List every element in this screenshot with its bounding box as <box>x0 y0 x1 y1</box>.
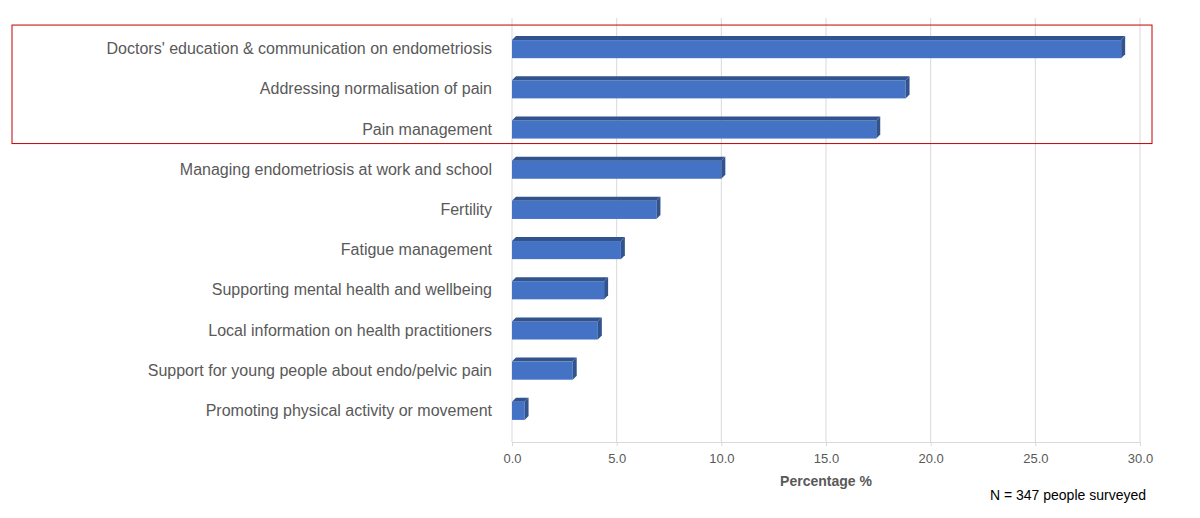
grid-line <box>1140 18 1141 442</box>
tick: 15.0 <box>814 442 839 466</box>
chart: 0.0 5.0 10.0 15.0 20.0 25.0 30.0 Doctors' educa… <box>0 0 1200 518</box>
tick: 30.0 <box>1128 442 1153 466</box>
category-label: Doctors' education & communication on en… <box>107 40 492 57</box>
category-tick: Support for young people about endo/pelv… <box>148 362 512 379</box>
annotation: N = 347 people surveyed <box>990 487 1146 503</box>
category-label: Fertility <box>440 201 492 218</box>
bar-side-face <box>573 358 577 380</box>
grid-line <box>930 18 931 442</box>
bar-top-face <box>512 76 910 80</box>
bar-side-face <box>525 398 529 420</box>
tick-mark <box>826 442 827 446</box>
grid-line <box>1035 18 1036 442</box>
highlight-box <box>12 25 1152 144</box>
bar-top-face <box>512 277 608 281</box>
tick-label: 30.0 <box>1128 451 1153 466</box>
bar-side-face <box>876 116 880 138</box>
bar-top-face <box>512 116 880 120</box>
category-label: Support for young people about endo/pelv… <box>148 362 492 379</box>
category-tick: Local information on health practitioner… <box>208 322 512 339</box>
category-label: Pain management <box>362 121 492 138</box>
tick: 5.0 <box>608 442 626 466</box>
axis-line <box>513 443 1141 447</box>
x-axis-title: Percentage % <box>780 473 872 489</box>
bar-top-face <box>512 157 725 161</box>
tick-label: 15.0 <box>814 451 839 466</box>
tick-mark <box>1140 442 1141 446</box>
bar <box>512 362 573 380</box>
bar-top-face <box>512 197 660 201</box>
bar-side-face <box>906 76 910 98</box>
x-axis: 0.0 5.0 10.0 15.0 20.0 25.0 30.0 <box>503 442 1153 466</box>
tick-mark <box>721 442 722 446</box>
bar-top-face <box>512 36 1125 40</box>
category-tick: Fertility <box>440 201 512 218</box>
bar-top-face <box>512 237 625 241</box>
tick-label: 0.0 <box>503 451 521 466</box>
tick-mark <box>617 442 618 446</box>
bars <box>512 36 1125 420</box>
bar <box>512 281 604 299</box>
bar <box>512 201 656 219</box>
category-tick: Promoting physical activity or movement <box>206 402 512 419</box>
bar <box>512 241 621 259</box>
bar-top-face <box>512 317 602 321</box>
bar <box>512 40 1121 58</box>
tick-mark <box>512 442 513 446</box>
tick-label: 25.0 <box>1023 451 1048 466</box>
category-label: Supporting mental health and wellbeing <box>212 281 492 298</box>
category-tick: Pain management <box>362 121 512 138</box>
category-label: Promoting physical activity or movement <box>206 402 493 419</box>
y-axis: Doctors' education & communication on en… <box>107 40 512 419</box>
tick-mark <box>931 442 932 446</box>
bar-side-face <box>621 237 625 259</box>
bar <box>512 161 721 179</box>
tick-label: 5.0 <box>608 451 626 466</box>
category-label: Local information on health practitioner… <box>208 322 492 339</box>
tick-label: 20.0 <box>919 451 944 466</box>
tick: 10.0 <box>709 442 734 466</box>
category-tick: Managing endometriosis at work and schoo… <box>180 161 512 178</box>
bar <box>512 321 598 339</box>
bar <box>512 402 525 420</box>
bar-top-face <box>512 358 577 362</box>
bar-side-face <box>598 317 602 339</box>
bar-side-face <box>1121 36 1125 58</box>
tick: 25.0 <box>1023 442 1048 466</box>
grid <box>512 18 1140 442</box>
bar-side-face <box>604 277 608 299</box>
category-label: Managing endometriosis at work and schoo… <box>180 161 492 178</box>
bar <box>512 120 876 138</box>
tick-label: 10.0 <box>709 451 734 466</box>
tick-mark <box>1035 442 1036 446</box>
tick: 20.0 <box>919 442 944 466</box>
bar-side-face <box>721 157 725 179</box>
tick: 0.0 <box>503 442 521 466</box>
category-tick: Doctors' education & communication on en… <box>107 40 512 57</box>
bar-side-face <box>656 197 660 219</box>
category-tick: Fatigue management <box>341 241 512 258</box>
category-label: Fatigue management <box>341 241 493 258</box>
bar <box>512 80 906 98</box>
category-tick: Addressing normalisation of pain <box>260 80 512 97</box>
category-label: Addressing normalisation of pain <box>260 80 492 97</box>
category-tick: Supporting mental health and wellbeing <box>212 281 512 298</box>
